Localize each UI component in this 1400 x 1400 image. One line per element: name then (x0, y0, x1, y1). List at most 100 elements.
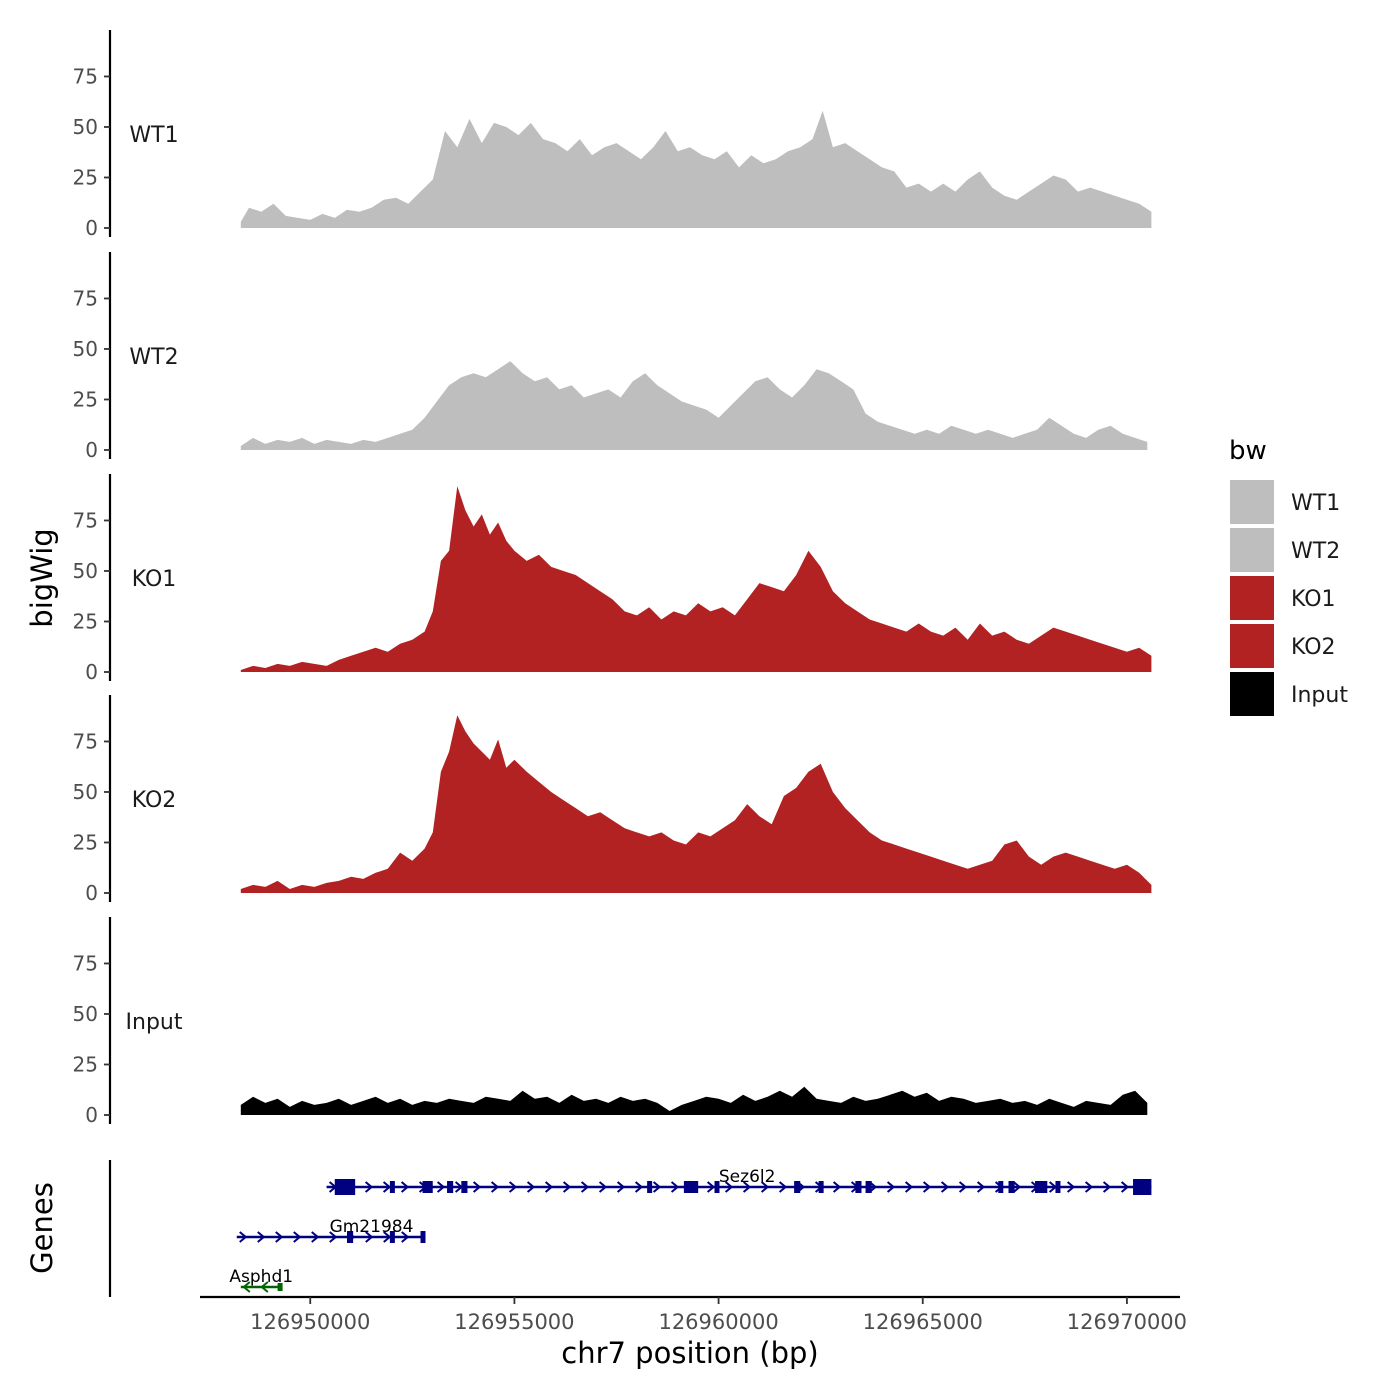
track-label-input: Input (126, 1010, 183, 1035)
exon (865, 1181, 872, 1193)
gene-label-asphd1: Asphd1 (229, 1267, 293, 1287)
legend-swatch (1230, 576, 1274, 620)
strand-arrow (526, 1181, 536, 1193)
exon (714, 1181, 720, 1193)
exon (818, 1181, 824, 1193)
strand-arrow (1120, 1181, 1130, 1193)
y-tick-label: 25 (73, 165, 98, 189)
strand-arrow (436, 1181, 446, 1193)
legend-label: WT1 (1291, 491, 1340, 516)
legend-item-ko1: KO1 (1230, 576, 1336, 620)
exon (461, 1181, 468, 1193)
x-tick-label: 126965000 (863, 1310, 983, 1334)
exon (1055, 1181, 1061, 1193)
y-tick-label: 0 (85, 1103, 98, 1127)
strand-arrow (1012, 1181, 1022, 1193)
exon (1008, 1181, 1015, 1193)
legend-swatch (1230, 624, 1274, 668)
strand-arrow (832, 1181, 842, 1193)
y-tick-label: 0 (85, 216, 98, 240)
strand-arrow (490, 1181, 500, 1193)
strand-arrow (1102, 1181, 1112, 1193)
exon (389, 1181, 395, 1193)
legend: bw WT1 WT2 KO1 KO2 Input (1229, 436, 1348, 716)
y-tick-label: 25 (73, 1052, 98, 1076)
exon (794, 1181, 801, 1193)
legend-title: bw (1229, 436, 1267, 466)
legend-item-ko2: KO2 (1230, 624, 1336, 668)
x-tick-label: 126970000 (1067, 1310, 1187, 1334)
strand-arrow (616, 1181, 626, 1193)
y-tick-label: 75 (73, 951, 98, 975)
x-tick-label: 126955000 (454, 1310, 574, 1334)
gene-label-sez6l2: Sez6l2 (719, 1167, 776, 1187)
legend-label: KO2 (1291, 635, 1336, 660)
track-panel-wt2: 0 25 50 75 WT2 (73, 252, 1148, 462)
exon (447, 1181, 454, 1193)
legend-label: KO1 (1291, 587, 1336, 612)
strand-arrow (778, 1181, 788, 1193)
legend-item-input: Input (1230, 672, 1348, 716)
strand-arrow (293, 1231, 302, 1243)
strand-arrow (383, 1231, 392, 1243)
strand-arrow (958, 1181, 968, 1193)
y-tick-label: 50 (73, 337, 98, 361)
track-label-wt2: WT2 (129, 345, 178, 370)
strand-arrow (382, 1181, 392, 1193)
strand-arrow (544, 1181, 554, 1193)
gene-asphd1: Asphd1 (229, 1267, 293, 1293)
track-panel-wt1: 0 25 50 75 WT1 (73, 30, 1152, 240)
y-tick-label: 50 (73, 780, 98, 804)
y-axis-title: bigWig (25, 528, 59, 627)
gene-label-gm21984: Gm21984 (330, 1217, 414, 1237)
x-tick-label: 126950000 (250, 1310, 370, 1334)
gene-gm21984: Gm21984 (236, 1217, 426, 1243)
y-tick-label: 50 (73, 559, 98, 583)
track-panel-ko1: 0 25 50 75 KO1 (73, 474, 1152, 684)
strand-arrow (598, 1181, 608, 1193)
y-tick-label: 50 (73, 1002, 98, 1026)
genes-axis-title: Genes (25, 1182, 59, 1274)
strand-arrow (904, 1181, 914, 1193)
strand-arrow (400, 1181, 410, 1193)
strand-arrow (239, 1231, 248, 1243)
strand-arrow (257, 1231, 266, 1243)
y-tick-label: 75 (73, 729, 98, 753)
legend-swatch (1230, 480, 1274, 524)
genes-panel: Sez6l2 Gm21984 Asphd1 (108, 1160, 1152, 1297)
legend-item-wt2: WT2 (1230, 528, 1340, 572)
x-axis: 126950000 126955000 126960000 126965000 1269… (200, 1295, 1187, 1334)
exon (998, 1181, 1004, 1193)
strand-arrow (260, 1281, 269, 1293)
exon (347, 1231, 354, 1243)
area-series-ko1 (240, 486, 1152, 672)
exon (422, 1181, 433, 1193)
legend-item-wt1: WT1 (1230, 480, 1340, 524)
exon (683, 1181, 699, 1193)
area-series-ko2 (240, 715, 1152, 893)
exon (420, 1231, 426, 1243)
legend-swatch (1230, 528, 1274, 572)
legend-label: WT2 (1291, 539, 1340, 564)
gene-sez6l2: Sez6l2 (326, 1167, 1152, 1195)
y-tick-label: 75 (73, 64, 98, 88)
y-tick-label: 75 (73, 286, 98, 310)
strand-arrow (242, 1281, 251, 1293)
strand-arrow (311, 1231, 320, 1243)
strand-arrow (940, 1181, 950, 1193)
legend-swatch (1230, 672, 1274, 716)
strand-arrow (365, 1231, 374, 1243)
exon (1035, 1181, 1048, 1193)
strand-arrow (1066, 1181, 1076, 1193)
strand-arrow (922, 1181, 932, 1193)
strand-arrow (472, 1181, 482, 1193)
strand-arrow (670, 1181, 680, 1193)
area-series-input (240, 1086, 1148, 1115)
track-panels: 0 25 50 75 WT1 0 25 50 75 WT2 0 25 50 75 KO1 0 25 50 75 KO2… (73, 30, 1152, 1127)
y-tick-label: 25 (73, 830, 98, 854)
strand-arrow (976, 1181, 986, 1193)
exon (389, 1231, 395, 1243)
strand-arrow (886, 1181, 896, 1193)
track-label-ko2: KO2 (132, 788, 177, 813)
